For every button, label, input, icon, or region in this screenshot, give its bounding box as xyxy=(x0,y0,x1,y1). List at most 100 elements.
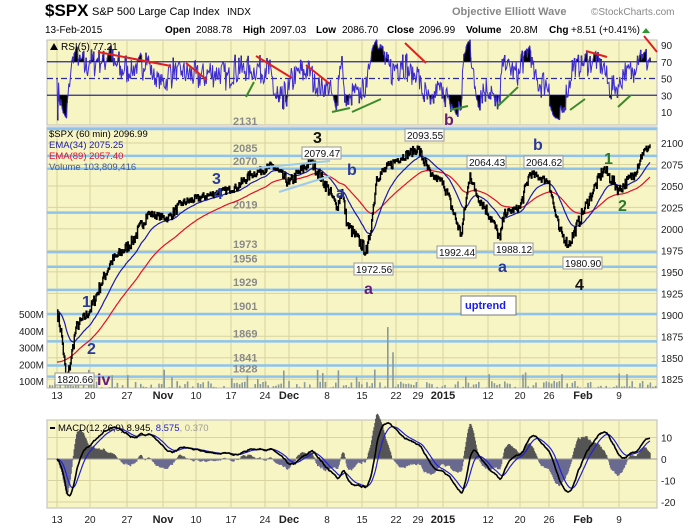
level-label: 1973 xyxy=(233,239,257,251)
volume-bar xyxy=(108,387,111,388)
price-callout: 2093.55 xyxy=(407,131,444,142)
volume-bar xyxy=(95,381,98,388)
x-tick-label: 10 xyxy=(190,391,202,402)
price-callout: 2079.47 xyxy=(304,149,341,160)
volume-bar xyxy=(223,385,225,388)
rsi-divergence-line xyxy=(97,51,172,67)
macd-legend: MACD(12,26,9) 8.945, 8.575, 0.370 xyxy=(50,423,209,434)
volume-bar xyxy=(387,327,389,388)
open-value: 2088.78 xyxy=(196,25,233,36)
volume-bar xyxy=(400,381,402,388)
volume-bar xyxy=(150,384,152,388)
volume-bar xyxy=(527,386,529,388)
legend-price: $SPX (60 min) 2096.99 xyxy=(49,129,148,140)
volume-bar xyxy=(379,382,381,388)
y-tick-label: 1900 xyxy=(661,311,684,322)
volume-bar xyxy=(197,382,199,388)
volume-bar xyxy=(498,384,501,388)
x-tick-label: 15 xyxy=(356,391,368,402)
wave-label: a xyxy=(364,281,373,298)
macd-value: MACD(12,26,9) 8.945 xyxy=(58,423,150,434)
volume-bar xyxy=(444,384,446,388)
level-label: 2131 xyxy=(233,116,257,128)
volume-bar xyxy=(535,382,537,388)
level-label: 1841 xyxy=(233,352,257,364)
callout-box xyxy=(353,262,394,276)
volume-bar xyxy=(410,384,412,388)
volume-bar xyxy=(179,385,181,388)
volume-bar xyxy=(309,384,311,388)
x-tick-label: 20 xyxy=(514,391,526,402)
exchange: INDX xyxy=(227,7,251,18)
volume-bar xyxy=(158,383,160,388)
y-tick-label: 2000 xyxy=(661,225,684,236)
volume-bar xyxy=(462,386,464,388)
date: 13-Feb-2015 xyxy=(45,25,103,36)
histogram-value: 0.370 xyxy=(185,423,209,434)
volume-bar xyxy=(160,384,163,388)
volume-value: 20.8M xyxy=(510,25,538,36)
volume-bar xyxy=(509,383,511,388)
x-tick-label: 24 xyxy=(259,391,271,402)
wave-label: 4 xyxy=(214,186,223,203)
volume-bar xyxy=(457,381,459,388)
volume-bar xyxy=(589,381,592,388)
chg-value: +8.51 (+0.41%) xyxy=(571,25,640,36)
rsi-divergence-line xyxy=(585,50,608,58)
rsi-tick-label: 50 xyxy=(661,75,673,86)
price-trendlines xyxy=(255,160,331,193)
level-label: 1901 xyxy=(233,301,257,313)
macd-series xyxy=(47,413,657,497)
rsi-divergence-line xyxy=(569,98,586,111)
volume-bar xyxy=(212,386,215,388)
x-tick-label: 2015 xyxy=(431,390,455,402)
volume-bar xyxy=(254,384,256,388)
volume-bar xyxy=(316,369,319,388)
macd-signal-line xyxy=(56,426,651,490)
wave-label: 1 xyxy=(82,294,91,311)
volume-bar xyxy=(342,385,345,388)
callout-box xyxy=(436,245,477,259)
rsi-tick-label: 70 xyxy=(661,58,673,69)
volume-bar xyxy=(298,386,301,388)
volume-tick-label: 400M xyxy=(19,327,44,338)
volume-bar xyxy=(236,382,238,388)
volume-bar xyxy=(358,381,360,388)
x-tick-label: 8 xyxy=(324,515,330,526)
price-callout: 1820.66 xyxy=(57,375,94,386)
x-tick-label: 9 xyxy=(616,515,622,526)
volume-bar xyxy=(605,385,607,388)
volume-bar xyxy=(550,383,553,388)
volume-bar xyxy=(639,383,641,388)
wave-label: 2 xyxy=(618,198,627,215)
brand: Objective Elliott Wave xyxy=(452,6,567,18)
callout-box xyxy=(301,146,342,160)
rsi-tick-label: 30 xyxy=(661,91,673,102)
wave-label: 3 xyxy=(313,130,322,147)
legend-volume: Volume 103,809,416 xyxy=(49,162,136,173)
volume-bar xyxy=(280,383,282,388)
volume-bar xyxy=(553,380,555,388)
volume-bar xyxy=(600,385,602,388)
symbol: $SPX xyxy=(45,1,89,20)
volume-bar xyxy=(67,385,69,388)
volume-bar xyxy=(324,381,327,388)
rsi-divergence-line xyxy=(404,42,427,64)
volume-bar xyxy=(303,382,306,388)
y-tick-label: 1925 xyxy=(661,289,684,300)
y-tick-label: 2050 xyxy=(661,182,684,193)
volume-bar xyxy=(75,383,77,388)
callout-box xyxy=(562,256,603,270)
volume-bar xyxy=(262,381,264,388)
x-tick-label: 29 xyxy=(412,515,424,526)
volume-bar xyxy=(171,377,173,388)
level-label: 1956 xyxy=(233,254,257,266)
x-tick-label: 26 xyxy=(543,391,555,402)
price-callout: 2064.43 xyxy=(469,158,506,169)
volume-bar xyxy=(628,386,631,388)
macd-line xyxy=(56,422,651,497)
volume-bar xyxy=(532,385,535,388)
volume-bar xyxy=(571,382,574,388)
volume-bar xyxy=(288,381,290,388)
